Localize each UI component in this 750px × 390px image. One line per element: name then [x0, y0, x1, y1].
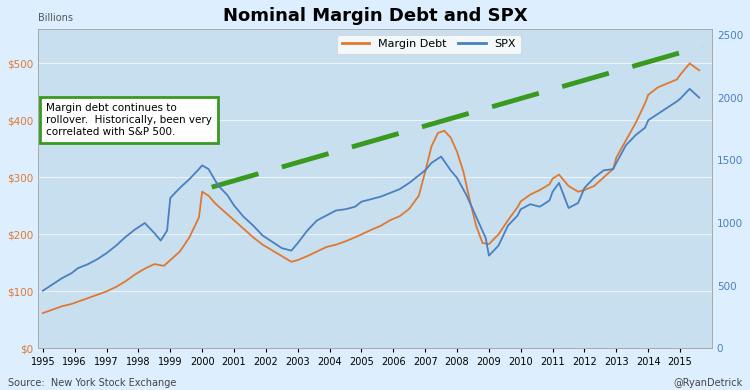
- Title: Nominal Margin Debt and SPX: Nominal Margin Debt and SPX: [223, 7, 527, 25]
- Text: Billions: Billions: [38, 13, 73, 23]
- Legend: Margin Debt, SPX: Margin Debt, SPX: [338, 35, 520, 54]
- Text: Margin debt continues to
rollover.  Historically, been very
correlated with S&P : Margin debt continues to rollover. Histo…: [46, 103, 212, 136]
- Text: Source:  New York Stock Exchange: Source: New York Stock Exchange: [8, 378, 176, 388]
- Text: @RyanDetrick: @RyanDetrick: [674, 378, 742, 388]
